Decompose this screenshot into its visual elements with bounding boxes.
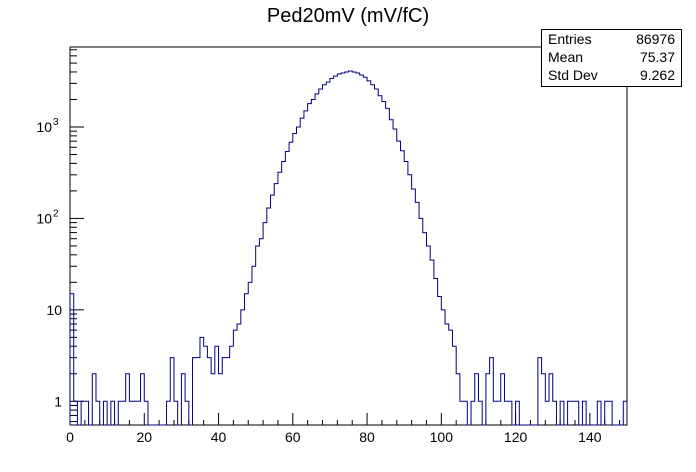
y-tick-label: 10 (36, 210, 52, 226)
stats-std-row: Std Dev 9.262 (542, 66, 681, 84)
x-tick-label: 140 (578, 429, 602, 445)
x-tick-label: 20 (136, 429, 152, 445)
x-tick-label: 100 (430, 429, 454, 445)
plot-frame (69, 46, 628, 426)
chart-title: Ped20mV (mV/fC) (266, 5, 430, 27)
x-tick-label: 120 (504, 429, 528, 445)
y-tick-label: 10 (46, 302, 62, 318)
stats-entries-label: Entries (548, 31, 592, 47)
stats-std-value: 9.262 (639, 67, 675, 83)
x-tick-label: 0 (66, 429, 74, 445)
stats-mean-row: Mean 75.37 (542, 48, 681, 66)
y-tick-label: 10 (36, 119, 52, 135)
y-tick-label: 1 (54, 393, 62, 409)
y-tick-exponent: 2 (53, 208, 59, 219)
stats-mean-label: Mean (548, 49, 584, 65)
y-tick-exponent: 3 (53, 117, 59, 128)
stats-std-label: Std Dev (548, 67, 598, 83)
stats-entries-row: Entries 86976 (542, 30, 681, 48)
stats-box: Entries 86976 Mean 75.37 Std Dev 9.262 (541, 29, 682, 87)
x-tick-label: 80 (359, 429, 375, 445)
histogram-line (69, 70, 628, 426)
stats-mean-value: 75.37 (639, 49, 675, 65)
x-tick-label: 40 (211, 429, 227, 445)
x-tick-label: 60 (285, 429, 301, 445)
stats-entries-value: 86976 (636, 31, 675, 47)
